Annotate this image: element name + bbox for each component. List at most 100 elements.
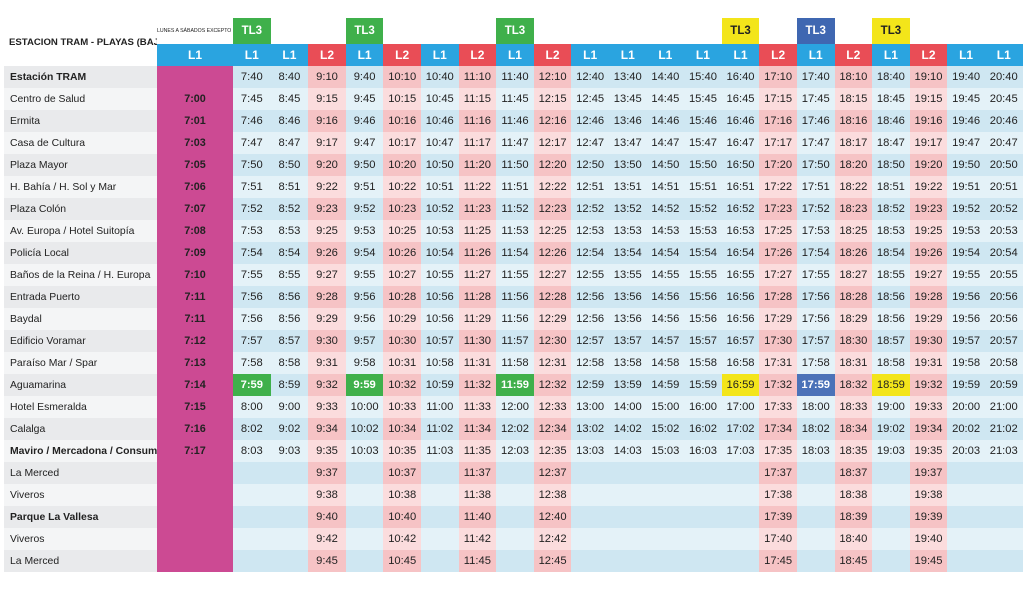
time-cell [496,528,534,550]
first-departure-cell: 7:09 [157,242,234,264]
time-cell: 15:50 [684,154,722,176]
time-cell: 13:40 [608,66,647,88]
time-cell: 8:57 [270,330,309,352]
time-cell: 12:53 [571,220,609,242]
tag-cell: TL3 [233,18,271,44]
time-cell: 19:53 [947,220,985,242]
first-departure-cell: 7:13 [157,352,234,374]
time-cell: 7:45 [233,88,271,110]
time-cell: 20:51 [984,176,1023,198]
time-cell [872,484,910,506]
time-cell: 11:45 [496,88,534,110]
time-cell: 12:54 [571,242,609,264]
tag-cell: TL3 [796,18,835,44]
time-cell: 12:23 [533,198,572,220]
time-cell: 15:47 [684,132,722,154]
time-cell: 17:34 [759,418,797,440]
stop-name: Baydal [4,308,158,330]
stop-name: Plaza Mayor [4,154,158,176]
line-header-l1: L1 [984,44,1023,66]
line-header-l2: L2 [759,44,797,66]
time-cell [721,506,760,528]
time-cell [646,528,685,550]
time-cell [608,528,647,550]
time-cell: 19:45 [909,550,948,572]
time-cell: 10:35 [383,440,421,462]
time-cell: 20:56 [984,286,1023,308]
time-cell: 14:52 [646,198,685,220]
time-cell: 12:26 [533,242,572,264]
time-cell: 19:20 [909,154,948,176]
time-cell: 16:57 [721,330,760,352]
first-departure-cell: 7:05 [157,154,234,176]
time-cell: 17:26 [759,242,797,264]
table-row: Ermita 7:01 7:46 8:46 9:16 9:46 10:16 10:46 11:1… [4,110,1023,132]
stop-name: Casa de Cultura [4,132,158,154]
time-cell: 17:45 [759,550,797,572]
time-cell [345,528,384,550]
time-cell: 13:54 [608,242,647,264]
time-cell: 21:02 [984,418,1023,440]
time-cell [571,462,609,484]
time-cell: 8:50 [270,154,309,176]
time-cell: 18:55 [872,264,910,286]
first-departure-cell: 7:08 [157,220,234,242]
time-cell [684,484,722,506]
time-cell: 15:51 [684,176,722,198]
time-cell: 18:59 [872,374,910,396]
time-cell [571,550,609,572]
time-cell: 11:38 [458,484,497,506]
time-cell: 19:59 [947,374,985,396]
line-header-l1: L1 [345,44,384,66]
tl3-badge: TL3 [721,18,760,44]
time-cell: 16:54 [721,242,760,264]
time-cell [721,528,760,550]
time-cell: 18:37 [834,462,873,484]
tag-cell [270,18,309,44]
time-cell: 19:26 [909,242,948,264]
time-cell: 7:47 [233,132,271,154]
time-cell: 12:03 [496,440,534,462]
time-cell: 12:58 [571,352,609,374]
stop-name: Policía Local [4,242,158,264]
time-cell: 13:57 [608,330,647,352]
time-cell [233,528,271,550]
time-cell: 11:28 [458,286,497,308]
time-cell: 20:47 [984,132,1023,154]
time-cell: 17:02 [721,418,760,440]
time-cell: 19:57 [947,330,985,352]
time-cell: 17:31 [759,352,797,374]
time-cell [420,484,459,506]
time-cell: 17:00 [721,396,760,418]
table-row: Entrada Puerto 7:11 7:56 8:56 9:28 9:56 10:28 1… [4,286,1023,308]
time-cell: 9:29 [308,308,346,330]
time-cell: 11:46 [496,110,534,132]
time-cell: 18:40 [834,528,873,550]
time-cell: 14:59 [646,374,685,396]
time-cell: 19:46 [947,110,985,132]
time-cell: 9:23 [308,198,346,220]
time-cell [684,550,722,572]
table-row: Policía Local 7:09 7:54 8:54 9:26 9:54 10:26 10… [4,242,1023,264]
time-cell: 11:22 [458,176,497,198]
time-cell: 21:03 [984,440,1023,462]
time-cell: 20:00 [947,396,985,418]
time-cell [608,484,647,506]
first-departure-cell [157,462,234,484]
time-cell: 11:30 [458,330,497,352]
time-cell: 9:03 [270,440,309,462]
time-cell: 19:25 [909,220,948,242]
time-cell: 11:37 [458,462,497,484]
time-cell: 18:35 [834,440,873,462]
time-cell: 9:40 [345,66,384,88]
time-cell: 10:22 [383,176,421,198]
time-cell: 9:40 [308,506,346,528]
time-cell [571,528,609,550]
time-cell: 9:30 [308,330,346,352]
tag-cell [533,18,572,44]
time-cell: 17:37 [759,462,797,484]
time-cell: 20:55 [984,264,1023,286]
time-cell: 12:46 [571,110,609,132]
time-cell: 7:58 [233,352,271,374]
time-cell: 10:47 [420,132,459,154]
